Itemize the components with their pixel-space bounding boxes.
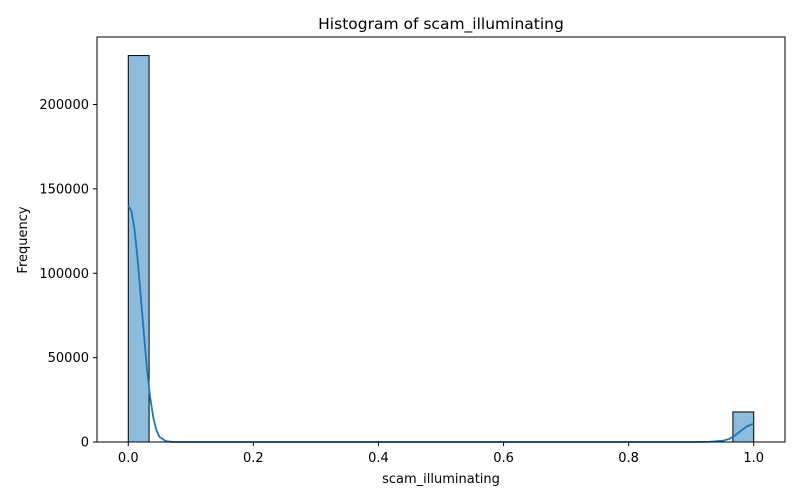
kde-layer [127,205,755,443]
x-axis-label: scam_illuminating [382,472,500,487]
x-tick-label: 0.2 [243,451,264,466]
x-tick-label: 0.6 [493,451,514,466]
y-axis-label: Frequency [16,206,31,273]
histogram-bar-1 [732,411,755,443]
x-tick-label: 1.0 [743,451,764,466]
x-tick-label: 0.0 [118,451,139,466]
x-axis-ticks: 0.0 0.2 0.4 0.6 0.8 1.0 [118,442,764,466]
y-tick-label: 150000 [39,182,89,197]
x-tick-label: 0.8 [618,451,639,466]
histogram-bar-0 [127,55,150,443]
x-tick-label: 0.4 [368,451,389,466]
bars-layer [127,55,755,443]
plot-area-frame [96,36,786,443]
y-tick-label: 100000 [39,267,89,282]
chart-title: Histogram of scam_illuminating [318,15,564,34]
kde-line [127,205,755,443]
y-axis-ticks: 0 50000 100000 150000 200000 [39,98,97,451]
y-tick-label: 50000 [48,351,89,366]
y-tick-label: 0 [81,436,89,451]
y-tick-label: 200000 [39,98,89,113]
